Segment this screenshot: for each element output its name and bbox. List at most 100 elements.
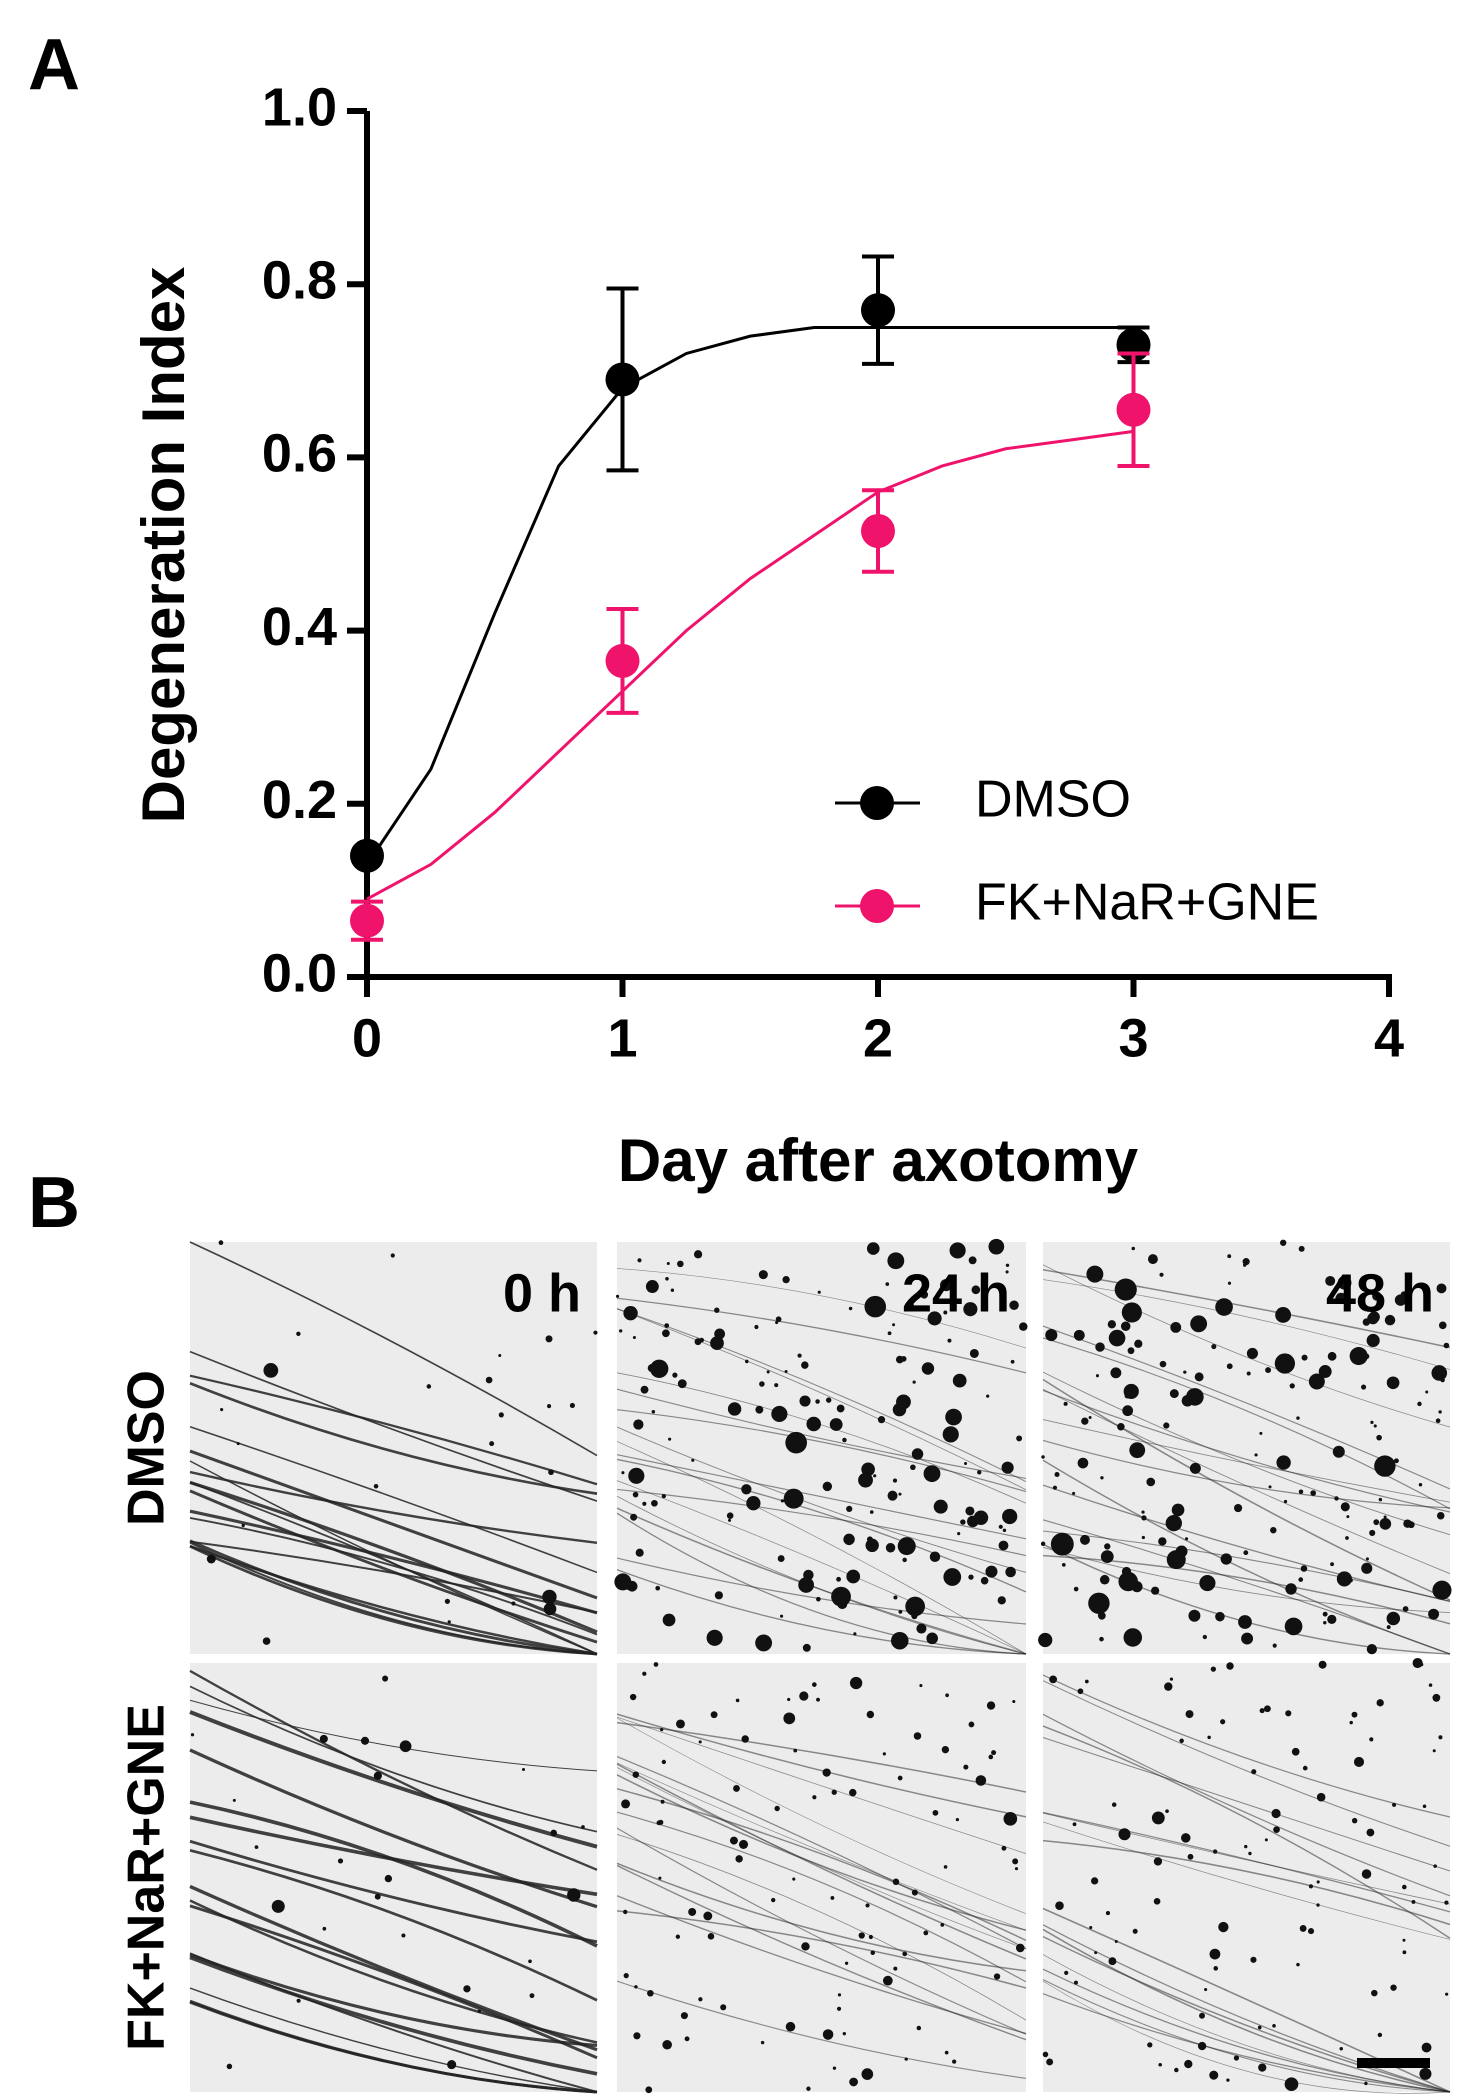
bead bbox=[868, 1934, 873, 1940]
bead bbox=[1072, 1491, 1076, 1495]
bead bbox=[1373, 1424, 1377, 1428]
bead bbox=[968, 1256, 977, 1265]
bead bbox=[858, 1932, 865, 1939]
bead bbox=[1365, 1557, 1369, 1561]
bead bbox=[447, 1620, 451, 1624]
micrograph bbox=[614, 1238, 1028, 1655]
bead bbox=[1369, 1737, 1374, 1742]
bead bbox=[1376, 1434, 1382, 1441]
bead bbox=[891, 1631, 909, 1650]
bead bbox=[741, 1484, 752, 1495]
y-axis-title: Degeneration Index bbox=[130, 267, 197, 824]
bead bbox=[896, 1394, 911, 1410]
bead bbox=[1298, 1245, 1305, 1252]
axon bbox=[616, 1811, 1027, 1983]
bead bbox=[799, 1395, 811, 1407]
bead bbox=[738, 1839, 749, 1849]
bead bbox=[1227, 1281, 1232, 1285]
bead bbox=[1264, 1705, 1271, 1713]
bead bbox=[390, 1253, 395, 1258]
axon bbox=[616, 1774, 1027, 1931]
bead bbox=[1364, 2081, 1368, 2086]
bead bbox=[1185, 1537, 1189, 1541]
bead bbox=[1392, 1802, 1397, 1807]
bead bbox=[816, 1697, 820, 1702]
bead bbox=[1005, 1566, 1016, 1578]
data-point bbox=[350, 903, 384, 938]
bead bbox=[816, 1596, 821, 1602]
bead bbox=[892, 1323, 896, 1327]
axon bbox=[616, 1721, 1027, 1793]
bead bbox=[1289, 1383, 1295, 1389]
bead bbox=[645, 2086, 653, 2094]
bead bbox=[1296, 1416, 1300, 1420]
data-point bbox=[605, 643, 640, 678]
axon bbox=[616, 1568, 1027, 1655]
bead bbox=[1383, 1515, 1387, 1519]
bead bbox=[660, 1727, 664, 1732]
bead bbox=[831, 1586, 851, 1607]
bead bbox=[1376, 1699, 1384, 1707]
bead bbox=[1181, 1833, 1191, 1843]
axon bbox=[189, 1987, 598, 2093]
bead bbox=[1183, 1370, 1187, 1374]
bead bbox=[844, 1961, 849, 1965]
data-point bbox=[861, 293, 895, 328]
bead bbox=[1246, 1371, 1251, 1376]
axon bbox=[616, 1488, 1027, 1557]
bead bbox=[319, 1734, 328, 1743]
bead bbox=[980, 1576, 989, 1585]
bead bbox=[647, 1363, 656, 1373]
bead bbox=[632, 1491, 639, 1498]
bead bbox=[866, 1710, 875, 1719]
bead bbox=[650, 1359, 669, 1378]
bead bbox=[1272, 2024, 1276, 2028]
bead bbox=[1418, 1482, 1423, 1487]
bead bbox=[1323, 1621, 1327, 1625]
bead bbox=[1159, 1272, 1164, 1277]
bead bbox=[1243, 1263, 1247, 1267]
bead bbox=[766, 1370, 770, 1374]
bead bbox=[1207, 1735, 1211, 1740]
bead bbox=[755, 1405, 764, 1414]
bead bbox=[1431, 1365, 1448, 1381]
bead bbox=[720, 2004, 727, 2011]
axon bbox=[616, 1426, 1027, 1573]
x-tick-label: 3 bbox=[1118, 1008, 1148, 1068]
bead bbox=[1246, 1347, 1258, 1359]
bead bbox=[1233, 1503, 1243, 1513]
bead bbox=[997, 1596, 1006, 1605]
row-label: DMSO bbox=[118, 1370, 176, 1526]
bead bbox=[1123, 1383, 1139, 1400]
image-bg bbox=[190, 1663, 597, 2092]
bead bbox=[1019, 1322, 1028, 1331]
bead bbox=[1241, 1632, 1254, 1645]
bead bbox=[998, 1540, 1009, 1551]
axon bbox=[189, 1460, 598, 1655]
bead bbox=[775, 1321, 779, 1325]
bead bbox=[775, 1316, 782, 1323]
bead bbox=[522, 1767, 526, 1771]
bead bbox=[975, 1775, 987, 1786]
bead bbox=[1049, 1675, 1058, 1684]
bead bbox=[1233, 2055, 1240, 2061]
bead bbox=[1040, 1541, 1046, 1547]
bead bbox=[806, 2086, 811, 2091]
bead bbox=[546, 1404, 552, 1409]
axon bbox=[189, 1669, 598, 1871]
fit-curve bbox=[366, 429, 1134, 901]
scale-bar bbox=[1357, 2058, 1430, 2068]
bead bbox=[628, 1467, 645, 1484]
bead bbox=[920, 1290, 929, 1299]
bead bbox=[1390, 1984, 1397, 1991]
bead bbox=[263, 1363, 279, 1378]
bead bbox=[1346, 1515, 1350, 1519]
bead bbox=[543, 1602, 557, 1616]
bead bbox=[1419, 2067, 1432, 2080]
bead bbox=[1316, 1880, 1320, 1884]
bead bbox=[1220, 1719, 1226, 1725]
bead bbox=[426, 1384, 432, 1389]
bead bbox=[615, 1294, 620, 1298]
axon bbox=[616, 1409, 1027, 1493]
